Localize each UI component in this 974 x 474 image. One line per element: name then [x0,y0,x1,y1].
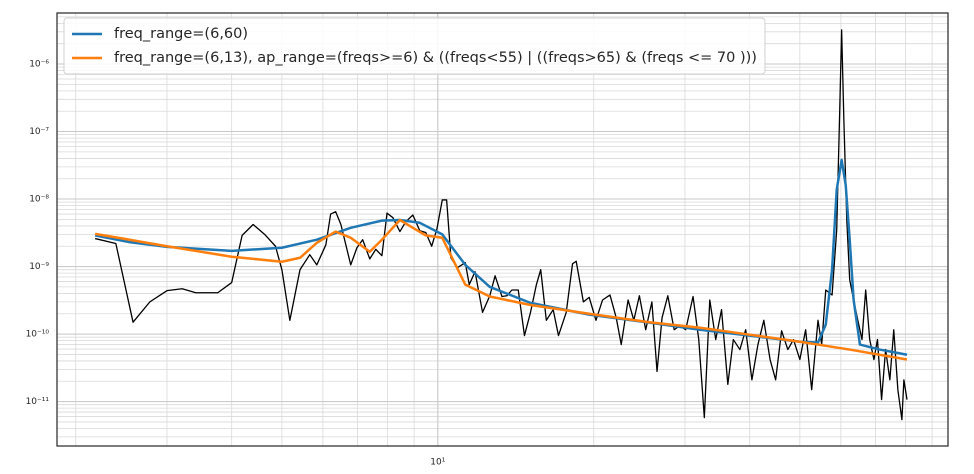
y-tick-label: 10⁻¹⁰ [26,330,50,340]
legend-box [63,17,766,75]
y-tick-label: 10⁻⁹ [29,262,49,272]
y-tick-label: 10⁻¹¹ [26,397,50,407]
line-series [94,218,908,361]
plot-frame [56,12,949,447]
legend: freq_range=(6,60) freq_range=(6,13), ap_r… [63,17,766,75]
legend-label: freq_range=(6,13), ap_range=(freqs>=6) &… [114,50,757,66]
legend-label: freq_range=(6,60) [114,26,248,42]
x-tick-label: 10¹ [430,458,445,468]
line-series [94,29,908,421]
y-tick-label: 10⁻⁶ [29,60,49,70]
y-tick-label: 10⁻⁸ [29,195,49,205]
y-tick-label: 10⁻⁷ [29,127,49,137]
